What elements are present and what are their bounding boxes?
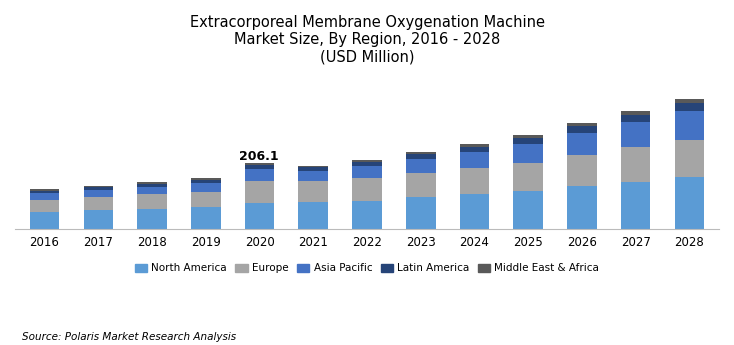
Bar (84, 197, 113, 210)
Bar (299, 202, 328, 229)
Bar (137, 187, 167, 195)
Bar (30, 191, 59, 193)
Bar (137, 195, 167, 209)
Bar (244, 165, 275, 169)
Bar (514, 138, 543, 144)
Bar (567, 126, 597, 133)
Bar (675, 99, 704, 103)
Bar (514, 144, 543, 163)
Text: Source: Polaris Market Research Analysis: Source: Polaris Market Research Analysis (22, 332, 236, 342)
Bar (137, 209, 167, 229)
Bar (406, 197, 435, 229)
Title: Extracorporeal Membrane Oxygenation Machine
Market Size, By Region, 2016 - 2028
: Extracorporeal Membrane Oxygenation Mach… (189, 15, 545, 65)
Bar (137, 182, 167, 184)
Bar (514, 135, 543, 138)
Bar (675, 177, 704, 229)
Bar (567, 133, 597, 155)
Bar (514, 163, 543, 191)
Bar (30, 212, 59, 229)
Bar (567, 123, 597, 126)
Bar (352, 178, 382, 200)
Bar (567, 186, 597, 229)
Bar (84, 210, 113, 229)
Bar (299, 181, 328, 202)
Bar (191, 180, 220, 183)
Bar (84, 187, 113, 190)
Bar (191, 178, 220, 180)
Bar (459, 152, 490, 168)
Bar (191, 207, 220, 229)
Bar (459, 168, 490, 194)
Bar (567, 155, 597, 186)
Bar (621, 182, 650, 229)
Bar (244, 163, 275, 165)
Bar (406, 159, 435, 173)
Bar (299, 167, 328, 171)
Bar (244, 181, 275, 203)
Bar (621, 111, 650, 115)
Legend: North America, Europe, Asia Pacific, Latin America, Middle East & Africa: North America, Europe, Asia Pacific, Lat… (131, 259, 603, 278)
Bar (514, 191, 543, 229)
Bar (675, 111, 704, 140)
Bar (621, 147, 650, 182)
Bar (459, 194, 490, 229)
Bar (406, 173, 435, 197)
Bar (137, 184, 167, 187)
Bar (30, 193, 59, 200)
Bar (352, 160, 382, 162)
Bar (244, 203, 275, 229)
Bar (406, 152, 435, 154)
Bar (621, 115, 650, 122)
Bar (84, 190, 113, 197)
Bar (352, 166, 382, 178)
Bar (621, 122, 650, 147)
Bar (675, 103, 704, 111)
Bar (352, 162, 382, 166)
Bar (30, 200, 59, 212)
Bar (459, 145, 490, 147)
Bar (191, 191, 220, 207)
Bar (244, 169, 275, 181)
Bar (406, 154, 435, 159)
Bar (299, 171, 328, 181)
Bar (84, 186, 113, 187)
Bar (352, 200, 382, 229)
Text: 206.1: 206.1 (239, 150, 278, 163)
Bar (30, 189, 59, 191)
Bar (675, 140, 704, 177)
Bar (191, 183, 220, 191)
Bar (299, 166, 328, 167)
Bar (459, 147, 490, 152)
